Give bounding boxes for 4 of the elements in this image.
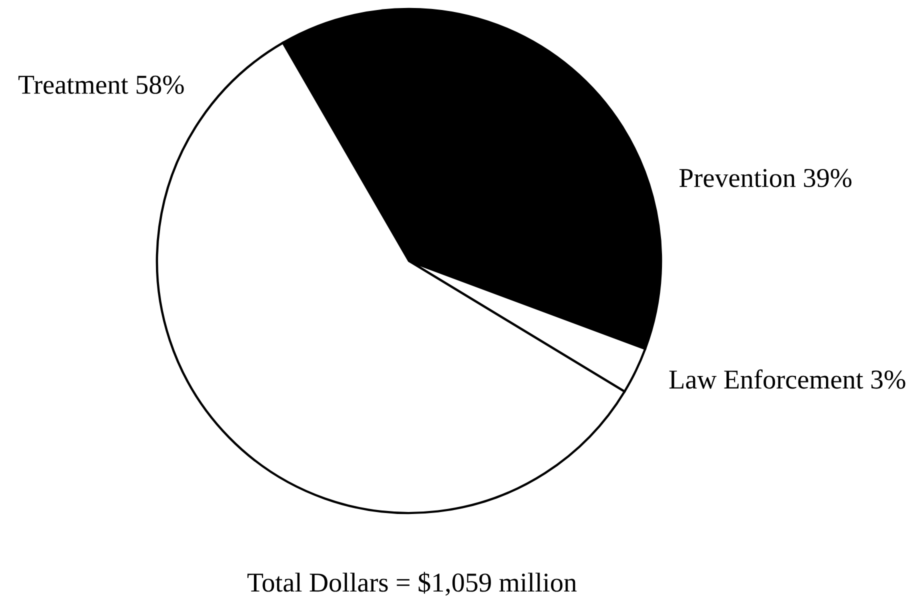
text: Total Dollars = $1,059 million bbox=[247, 572, 577, 596]
slice-label: Prevention 39% bbox=[679, 168, 852, 188]
slice-label: Law Enforcement 3% bbox=[669, 369, 906, 389]
slice-label: Treatment 58% bbox=[18, 76, 184, 94]
